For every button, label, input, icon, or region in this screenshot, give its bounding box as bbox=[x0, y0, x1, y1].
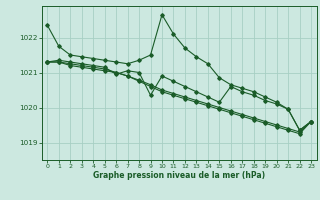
X-axis label: Graphe pression niveau de la mer (hPa): Graphe pression niveau de la mer (hPa) bbox=[93, 171, 265, 180]
